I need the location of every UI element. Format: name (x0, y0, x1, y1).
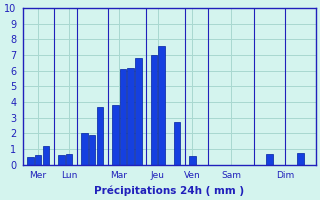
Bar (89, 135, 95, 165)
Bar (43, 146, 49, 165)
Bar (120, 69, 126, 165)
Bar (66, 154, 72, 165)
Bar (127, 68, 134, 165)
Bar (27, 157, 34, 165)
Bar (266, 154, 273, 165)
Bar (189, 156, 196, 165)
Bar (35, 155, 41, 165)
Bar (81, 133, 88, 165)
Bar (97, 107, 103, 165)
Bar (58, 155, 65, 165)
X-axis label: Précipitations 24h ( mm ): Précipitations 24h ( mm ) (94, 185, 244, 196)
Bar (174, 122, 180, 165)
Bar (150, 55, 157, 165)
Bar (135, 58, 142, 165)
Bar (158, 46, 165, 165)
Bar (112, 105, 118, 165)
Bar (297, 153, 304, 165)
